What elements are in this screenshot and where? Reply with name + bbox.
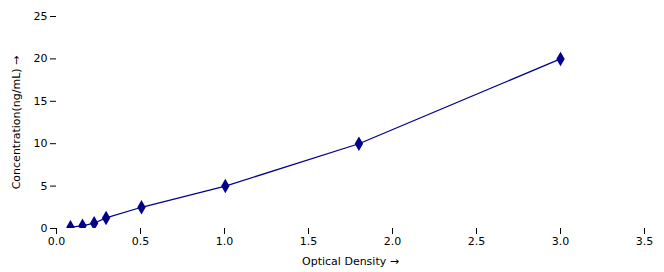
svg-text:0.0: 0.0 <box>48 235 66 248</box>
svg-text:25: 25 <box>34 10 48 23</box>
svg-text:1.5: 1.5 <box>300 235 318 248</box>
svg-text:Concentration(ng/mL) →: Concentration(ng/mL) → <box>10 56 23 190</box>
svg-text:20: 20 <box>34 52 48 65</box>
svg-text:2.5: 2.5 <box>468 235 486 248</box>
svg-text:3.0: 3.0 <box>552 235 570 248</box>
svg-text:0.5: 0.5 <box>132 235 150 248</box>
svg-text:3.5: 3.5 <box>636 235 654 248</box>
svg-text:15: 15 <box>34 95 48 108</box>
svg-text:Optical Density →: Optical Density → <box>302 255 399 268</box>
svg-text:5: 5 <box>41 180 48 193</box>
svg-text:10: 10 <box>34 137 48 150</box>
svg-text:1.0: 1.0 <box>216 235 234 248</box>
svg-text:0: 0 <box>41 222 48 235</box>
svg-text:2.0: 2.0 <box>384 235 402 248</box>
